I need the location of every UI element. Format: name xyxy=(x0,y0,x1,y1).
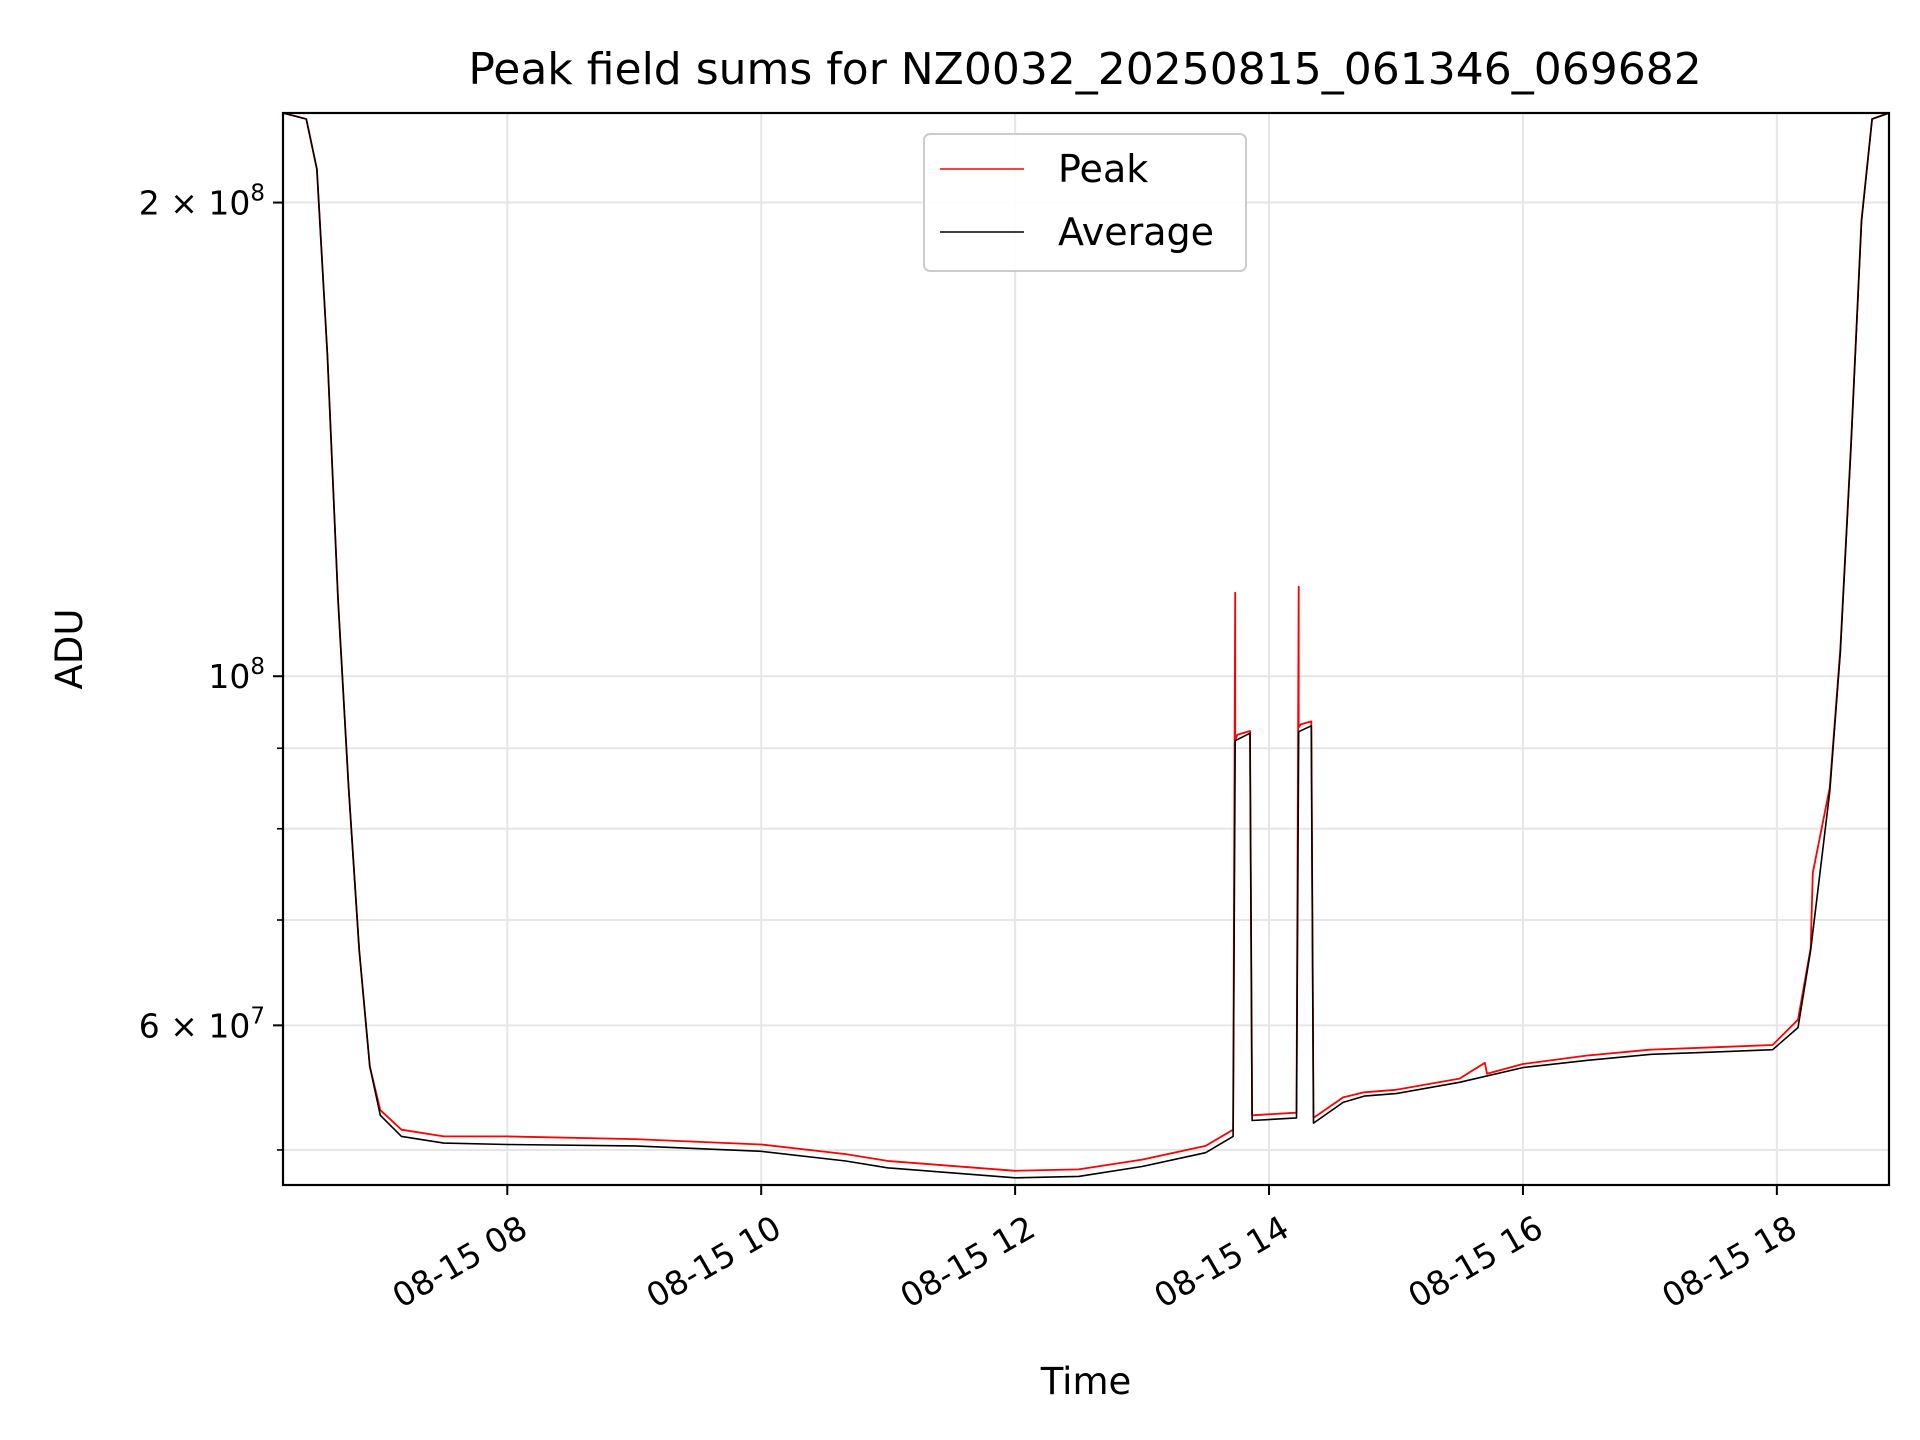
chart-title: Peak field sums for NZ0032_20250815_0613… xyxy=(468,44,1701,95)
y-tick-mantissa: 6 × xyxy=(139,1006,209,1045)
y-tick-exponent: 7 xyxy=(250,1003,265,1029)
x-axis-title: Time xyxy=(1040,1360,1132,1403)
y-tick-label: 6 × 107 xyxy=(139,1003,265,1045)
y-tick-label: 2 × 108 xyxy=(139,181,265,223)
legend-average-label: Average xyxy=(1058,210,1214,254)
y-tick-exponent: 8 xyxy=(250,181,265,207)
series-line-average xyxy=(282,112,1890,1179)
y-tick-base: 10 xyxy=(208,184,250,223)
series-line-peak xyxy=(282,112,1890,1172)
axes-frame xyxy=(281,111,1891,1187)
plot-area xyxy=(282,112,1890,1179)
legend: Peak Average xyxy=(923,133,1247,272)
grid xyxy=(283,113,1889,1185)
y-tick-mantissa: 2 × xyxy=(139,184,209,223)
y-tick-exponent: 8 xyxy=(250,654,265,680)
legend-peak-label: Peak xyxy=(1058,147,1148,191)
y-tick-base: 10 xyxy=(208,1006,250,1045)
y-axis-title: ADU xyxy=(48,609,91,690)
legend-box xyxy=(923,133,1247,272)
y-tick-label: 108 xyxy=(208,654,265,696)
y-tick-base: 10 xyxy=(208,657,250,696)
